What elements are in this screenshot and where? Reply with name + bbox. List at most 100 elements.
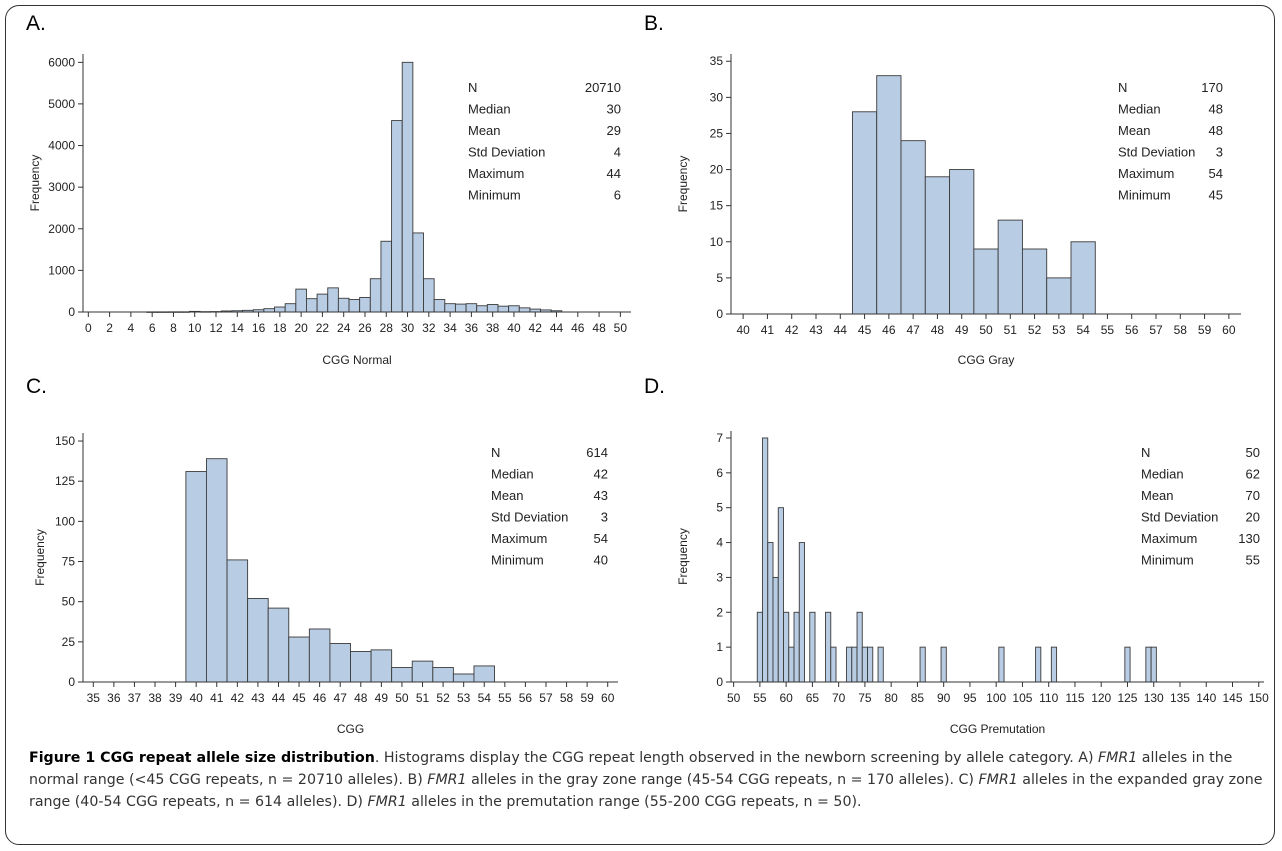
x-tick-label: 41: [761, 323, 775, 337]
stat-value: 30: [607, 102, 621, 117]
x-tick-label: 57: [1149, 323, 1163, 337]
x-tick-label: 125: [1117, 691, 1137, 705]
x-axis-label: CGG: [337, 722, 364, 736]
histogram-bar: [412, 232, 424, 313]
histogram-bar: [423, 278, 435, 313]
x-tick-label: 54: [478, 691, 492, 705]
y-tick-label: 3000: [48, 180, 75, 194]
y-tick-label: 50: [62, 595, 76, 609]
x-tick-label: 48: [931, 323, 945, 337]
y-tick-label: 5: [716, 271, 723, 285]
x-tick-label: 145: [1222, 691, 1242, 705]
stat-value: 54: [594, 531, 608, 546]
histogram-bar: [473, 665, 495, 683]
y-tick-label: 20: [710, 163, 724, 177]
stat-label: Median: [1118, 102, 1161, 117]
histogram-bar: [1150, 646, 1157, 683]
histogram-bar: [877, 646, 884, 683]
x-tick-label: 46: [313, 691, 327, 705]
stat-value: 55: [1246, 553, 1260, 568]
histogram-bar: [476, 305, 488, 313]
histogram-bar: [370, 649, 393, 683]
x-tick-label: 58: [560, 691, 574, 705]
stat-value: 44: [607, 166, 621, 181]
x-tick-label: 50: [395, 691, 409, 705]
panel-b: B. 0 5 10 15 20 25 30 35 40 41 42 43 44 45 46 47 48 49 50 5…: [636, 6, 1274, 371]
histogram-bar: [185, 471, 207, 683]
x-tick-label: 80: [884, 691, 898, 705]
x-tick-label: 35: [87, 691, 101, 705]
x-tick-label: 44: [834, 323, 848, 337]
panel-letter: D.: [644, 375, 665, 398]
stat-value: 70: [1246, 488, 1260, 503]
histogram-bar: [391, 120, 403, 313]
x-tick-label: 57: [539, 691, 553, 705]
histogram-bar: [308, 628, 331, 683]
y-tick-label: 15: [710, 199, 724, 213]
x-tick-label: 53: [1052, 323, 1066, 337]
y-axis-label: Frequency: [33, 529, 47, 586]
x-tick-label: 44: [272, 691, 286, 705]
x-axis-label: CGG Premutation: [950, 722, 1045, 736]
x-tick-label: 51: [1004, 323, 1018, 337]
histogram-chart: 0 5 10 15 20 25 30 35 40 41 42 43 44 45 46 47 48 49 50 51 52…: [676, 54, 1241, 367]
y-tick-label: 2: [716, 605, 723, 619]
histogram-bar: [337, 297, 350, 313]
stat-label: Minimum: [468, 188, 521, 203]
x-tick-label: 24: [337, 321, 351, 335]
x-tick-label: 45: [292, 691, 306, 705]
x-tick-label: 40: [189, 691, 203, 705]
histogram-bar: [756, 611, 763, 683]
stat-value: 20: [1246, 510, 1260, 525]
x-tick-label: 60: [779, 691, 793, 705]
histogram-bar: [856, 611, 863, 683]
x-tick-label: 59: [1198, 323, 1212, 337]
histogram-bar: [247, 598, 269, 683]
y-tick-label: 25: [710, 126, 724, 140]
y-axis-label: Frequency: [676, 528, 690, 585]
x-tick-label: 40: [736, 323, 750, 337]
y-tick-label: 30: [710, 90, 724, 104]
histogram-bar: [767, 542, 774, 683]
x-tick-label: 28: [380, 321, 394, 335]
stat-label: Mean: [1118, 123, 1151, 138]
stat-value: 3: [601, 510, 608, 525]
histogram-bar: [288, 636, 310, 683]
stat-value: 3: [1216, 145, 1223, 160]
stat-label: Maximum: [1118, 166, 1174, 181]
x-tick-label: 59: [580, 691, 594, 705]
histogram-bar: [465, 303, 478, 313]
figure-frame: A. 0 1000 2000 3000 4000 5000 6000 0 2 4 6 8 10 12 14 1…: [5, 5, 1275, 845]
stat-value: 614: [586, 445, 608, 460]
stat-label: Mean: [1141, 488, 1174, 503]
histogram-bar: [348, 299, 361, 313]
histogram-bar: [497, 305, 510, 313]
x-tick-label: 42: [231, 691, 245, 705]
y-tick-label: 0: [716, 675, 723, 689]
x-tick-label: 70: [832, 691, 846, 705]
x-tick-label: 56: [519, 691, 533, 705]
x-tick-label: 58: [1174, 323, 1188, 337]
x-tick-label: 95: [963, 691, 977, 705]
x-tick-label: 110: [1039, 691, 1058, 705]
stat-label: Mean: [491, 488, 524, 503]
x-tick-label: 0: [85, 321, 92, 335]
x-tick-label: 140: [1196, 691, 1216, 705]
histogram-bar: [380, 240, 393, 313]
stat-value: 29: [607, 123, 621, 138]
x-tick-label: 48: [592, 321, 606, 335]
x-tick-label: 60: [601, 691, 615, 705]
stat-label: Minimum: [1141, 553, 1194, 568]
histogram-bar: [267, 607, 290, 683]
x-tick-label: 12: [209, 321, 223, 335]
histogram-bar: [1021, 248, 1048, 315]
x-tick-label: 49: [955, 323, 969, 337]
histogram-bar: [359, 296, 371, 313]
histogram-bar: [444, 303, 456, 313]
x-tick-label: 50: [979, 323, 993, 337]
histogram-bar: [809, 611, 816, 683]
x-tick-label: 85: [911, 691, 925, 705]
x-tick-label: 54: [1076, 323, 1090, 337]
histogram-bar: [825, 611, 832, 683]
histogram-bar: [919, 646, 926, 683]
